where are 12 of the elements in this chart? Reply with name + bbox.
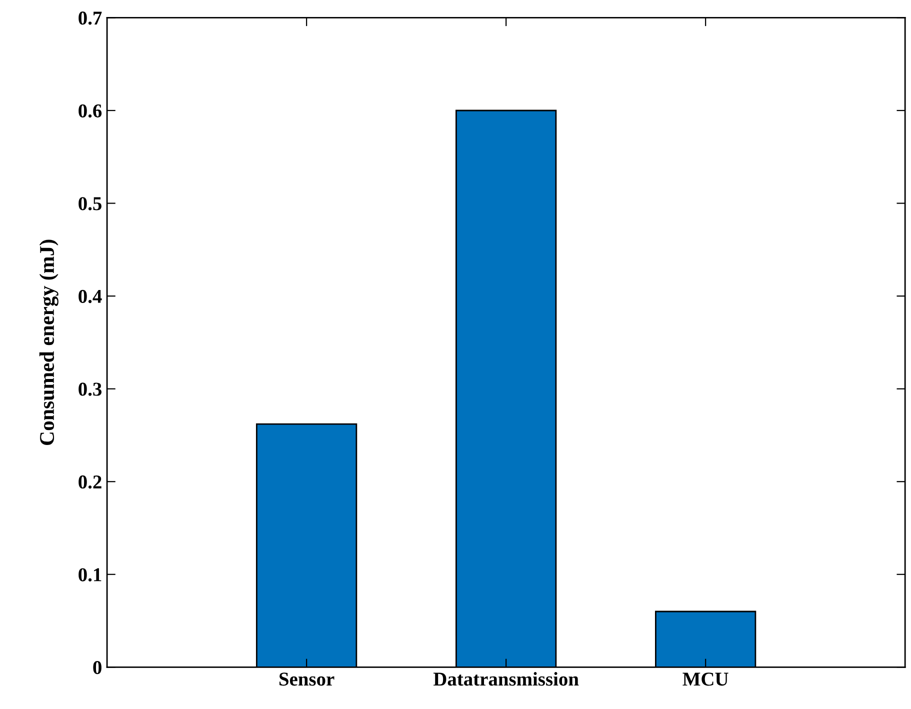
y-tick-label: 0.4: [78, 290, 102, 304]
y-tick-label: 0.1: [78, 568, 102, 582]
y-tick-label: 0.7: [78, 12, 102, 25]
y-tick-label: 0: [93, 660, 102, 674]
x-tick-label: Sensor: [280, 672, 334, 686]
y-tick-label: 0.3: [78, 382, 102, 396]
y-tick-label: 0.5: [78, 197, 102, 210]
x-tick-label: MCU: [682, 672, 728, 686]
y-tick-label: 0.2: [78, 475, 102, 489]
y-axis-title: Consumed energy (mJ): [39, 240, 58, 446]
y-tick-label: 0.6: [78, 104, 102, 118]
x-tick-label: Datatransmission: [433, 672, 579, 686]
